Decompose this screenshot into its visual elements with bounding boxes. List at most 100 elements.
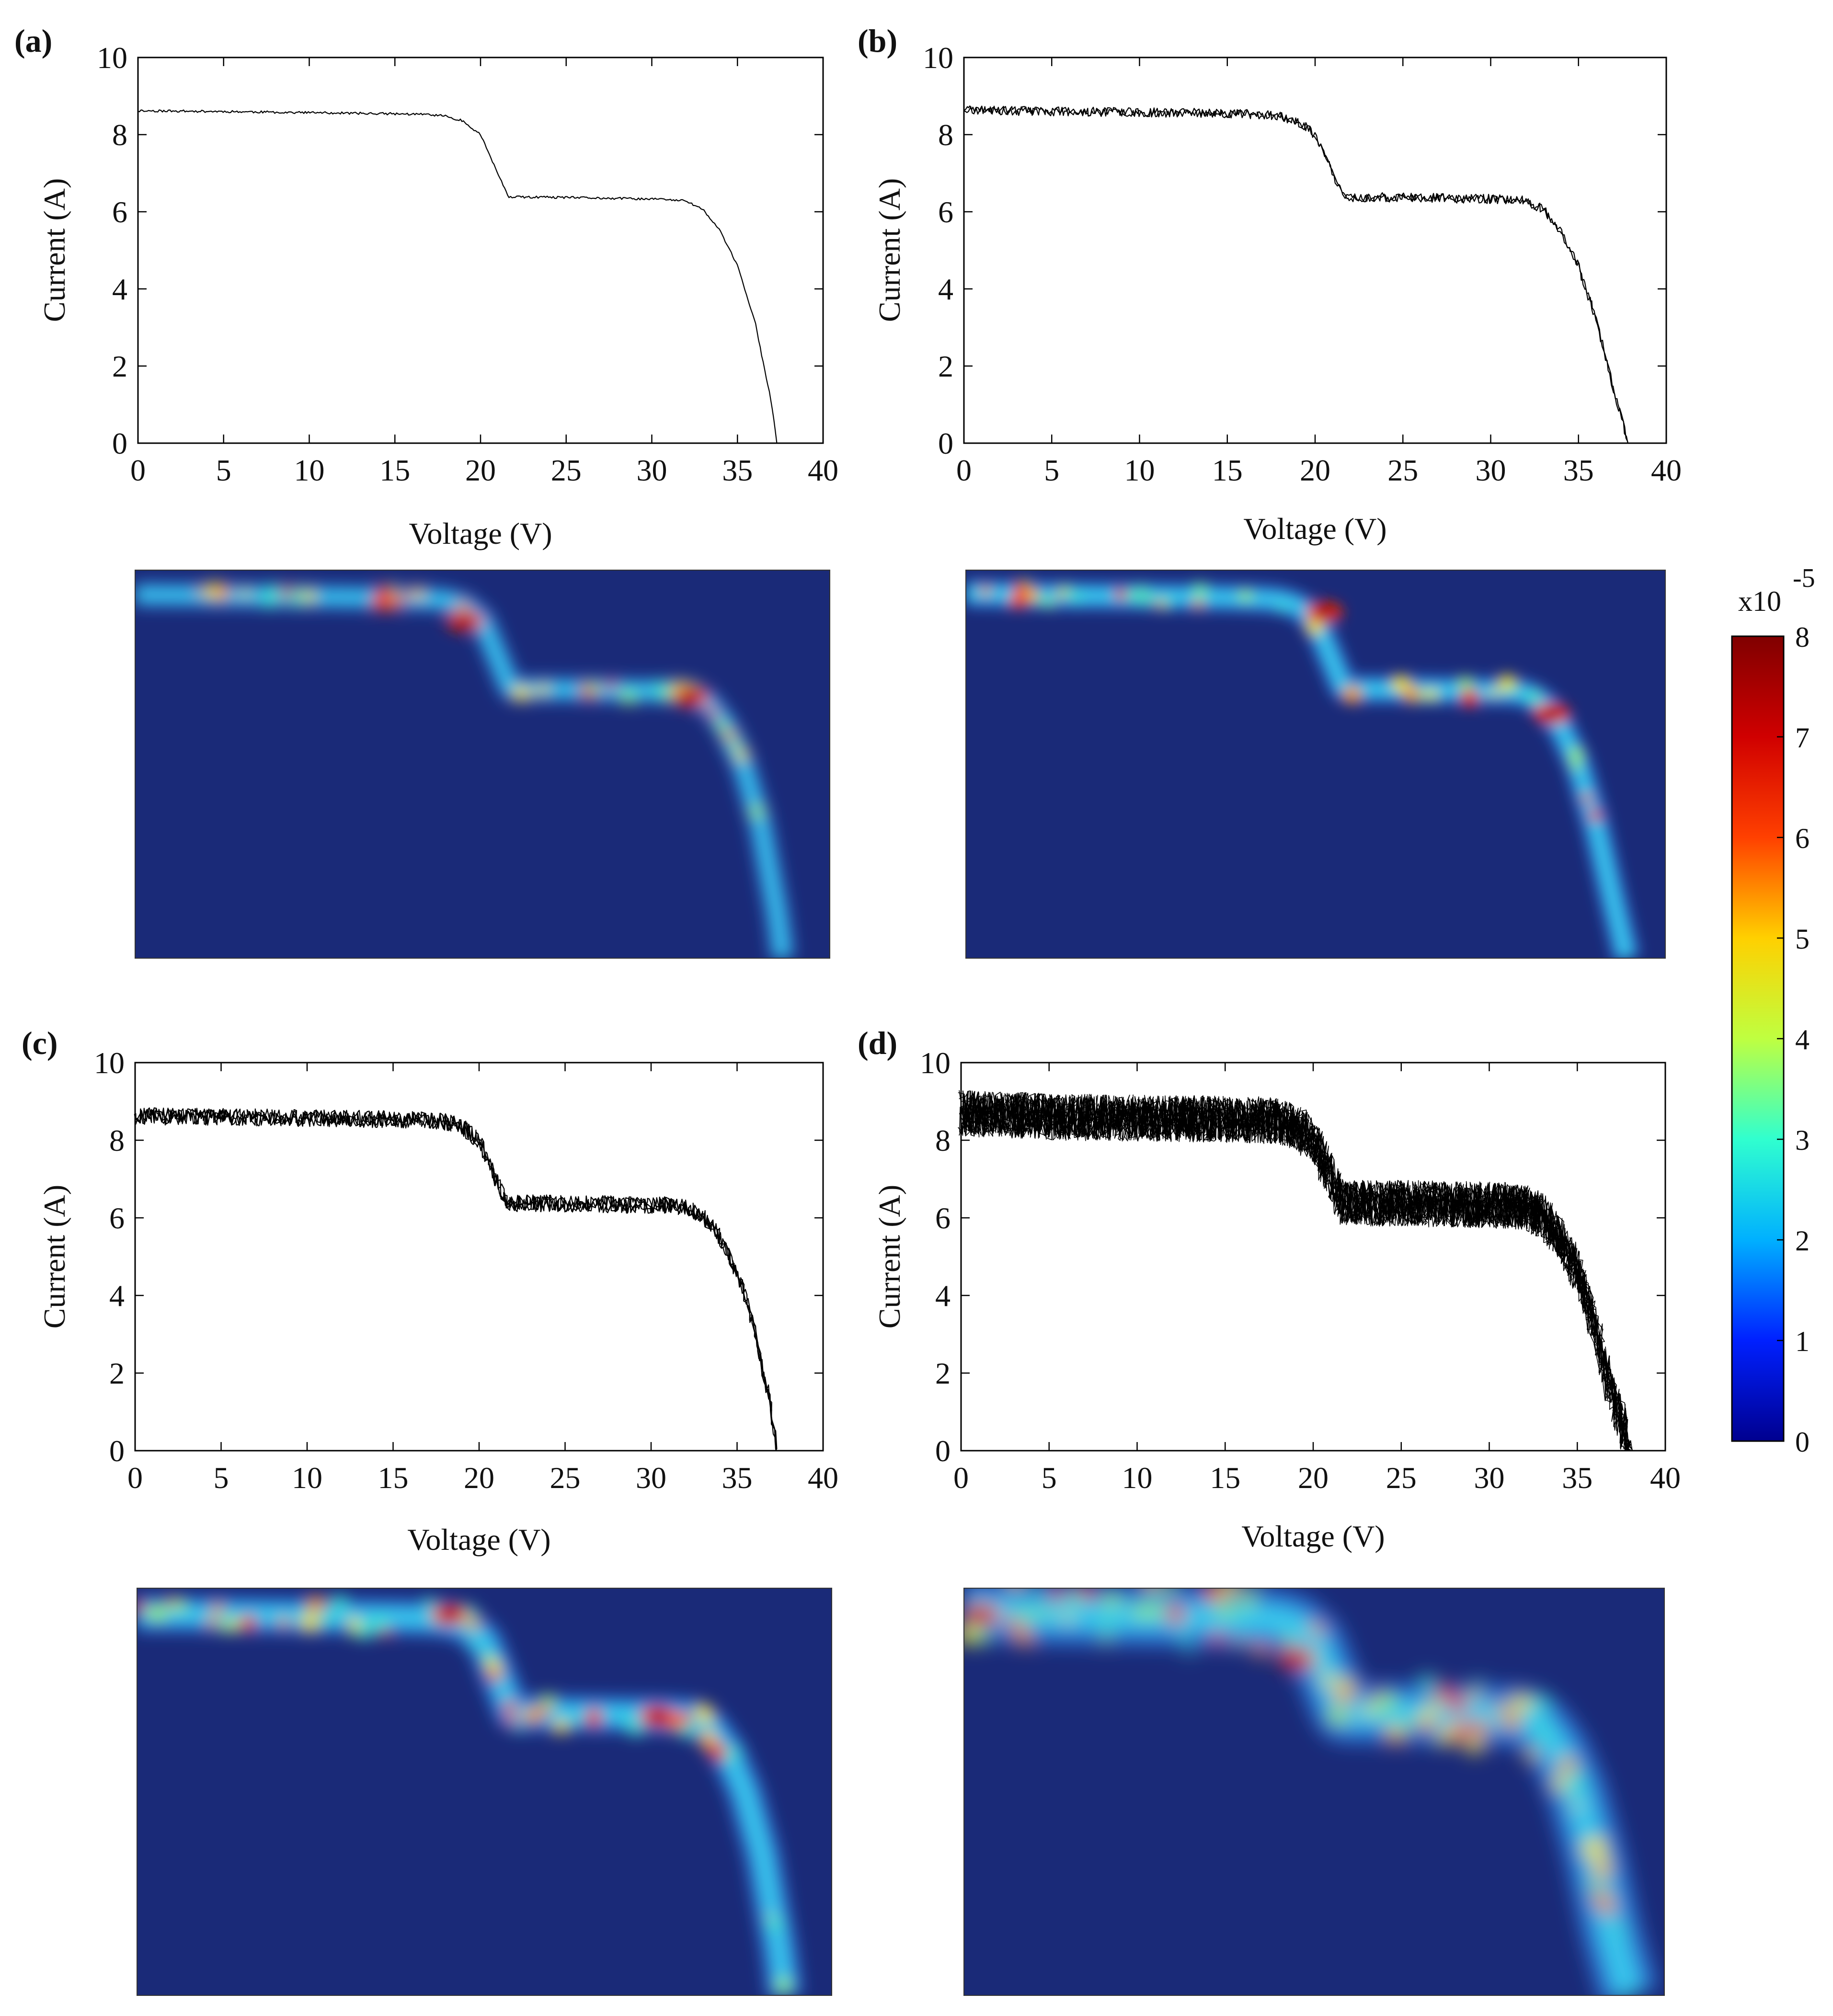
x-tick-label: 35 (722, 1461, 753, 1495)
heatmap-spot (1041, 1606, 1051, 1616)
heatmap-spot (553, 1719, 569, 1735)
y-tick-label: 0 (109, 1434, 125, 1468)
heatmap-spot (300, 1613, 320, 1633)
y-tick-label: 4 (935, 1279, 951, 1313)
heatmap-spot (1211, 1631, 1225, 1645)
panel-b-plot: (b) 0 5 10 15 20 25 30 35 40 0 2 4 6 8 10 Voltage (V)… (858, 23, 1682, 546)
heatmap-spot (1283, 1635, 1295, 1647)
panel-d-ticks (960, 1062, 1666, 1452)
heatmap-spot (1342, 685, 1362, 705)
x-tick-label: 0 (130, 453, 146, 487)
panel-a-ylabel: Current (A) (37, 178, 71, 322)
heatmap-spot (1277, 603, 1287, 612)
heatmap-spot (1615, 1925, 1627, 1936)
x-tick-label: 5 (1042, 1461, 1057, 1495)
y-tick-label: 2 (109, 1356, 125, 1390)
heatmap-spot (286, 588, 305, 607)
y-tick-label: 6 (938, 195, 953, 229)
panel-d-label: (d) (858, 1025, 897, 1061)
x-tick-label: 25 (551, 453, 582, 487)
panel-a-xticklabels: 0 5 10 15 20 25 30 35 40 (130, 453, 838, 487)
heatmap-spot (215, 585, 229, 600)
y-tick-label: 0 (112, 426, 127, 460)
heatmap-spot (709, 1743, 727, 1762)
colorbar-tick-label: 2 (1795, 1225, 1810, 1257)
heatmap-spot (1310, 1622, 1324, 1636)
heatmap-spot (1166, 1605, 1185, 1624)
heatmap-spot (1493, 1701, 1502, 1710)
heatmap-spot (320, 1613, 334, 1627)
heatmap-spot (1100, 1616, 1117, 1633)
heatmap-spot (1123, 587, 1140, 604)
heatmap-d-density (964, 1579, 1659, 1995)
x-tick-label: 10 (294, 453, 325, 487)
heatmap-c-frame (137, 1588, 832, 1996)
heatmap-spot (1045, 599, 1054, 608)
heatmap-spot (1185, 1648, 1193, 1656)
x-tick-label: 0 (127, 1461, 143, 1495)
heatmap-spot (590, 1707, 600, 1718)
x-tick-label: 20 (464, 1461, 494, 1495)
x-tick-label: 30 (1476, 453, 1506, 487)
heatmap-spot (1321, 1673, 1335, 1688)
x-tick-label: 10 (1124, 453, 1155, 487)
heatmap-a (135, 570, 830, 959)
heatmap-spot (1013, 1605, 1028, 1621)
heatmap-peak-core (972, 1609, 991, 1621)
heatmap-spot (1076, 589, 1084, 598)
colorbar-exponent: -5 (1793, 563, 1815, 593)
heatmap-spot (1251, 1579, 1260, 1588)
heatmap-spot (1403, 686, 1421, 704)
y-tick-label: 6 (112, 195, 127, 229)
colorbar-tick-label: 3 (1795, 1124, 1810, 1156)
panel-d-xlabel: Voltage (V) (1241, 1519, 1385, 1553)
colorbar-tick-label: 1 (1795, 1326, 1810, 1357)
heatmap-spot (1450, 1719, 1459, 1728)
heatmap-spot (1507, 682, 1516, 691)
heatmap-spot (1254, 1643, 1269, 1658)
heatmap-a-frame (135, 570, 830, 959)
heatmap-spot (1236, 1638, 1245, 1647)
heatmap-spot (1439, 1729, 1456, 1746)
iv-series-line (959, 1092, 1629, 1451)
heatmap-spot (776, 1977, 791, 1993)
heatmap-spot (1458, 676, 1473, 691)
heatmap-spot (1239, 589, 1252, 602)
panel-b-xticklabels: 0 5 10 15 20 25 30 35 40 (956, 453, 1682, 487)
panel-a-plot: (a) 0 5 10 15 20 25 30 35 40 0 2 4 6 8 10 Voltage (V)… (14, 23, 838, 550)
heatmap-spot (515, 1725, 523, 1733)
heatmap-spot (1472, 1719, 1489, 1736)
colorbar-tick-label: 7 (1795, 722, 1810, 754)
x-tick-label: 25 (1387, 453, 1418, 487)
y-tick-label: 6 (109, 1201, 125, 1235)
heatmap-spot (1536, 1725, 1551, 1740)
panel-a-yticklabels: 0 2 4 6 8 10 (97, 41, 127, 460)
heatmap-spot (1438, 1684, 1455, 1700)
heatmap-spot (1178, 1631, 1190, 1643)
x-tick-label: 10 (1122, 1461, 1153, 1495)
heatmap-spot (1551, 1776, 1567, 1792)
x-tick-label: 40 (1651, 453, 1682, 487)
heatmap-spot (226, 1616, 237, 1627)
heatmap-spot (1013, 1588, 1019, 1589)
heatmap-spot (1425, 688, 1438, 701)
heatmap-spot (1395, 1722, 1407, 1735)
x-tick-label: 40 (808, 1461, 838, 1495)
heatmap-spot (137, 1601, 145, 1614)
heatmap-spot (1011, 1623, 1026, 1638)
heatmap-spot (1135, 587, 1154, 606)
panel-a-series (137, 109, 778, 443)
panel-c-xlabel: Voltage (V) (407, 1523, 550, 1557)
heatmap-spot (1147, 1605, 1161, 1618)
heatmap-spot (524, 1706, 542, 1725)
heatmap-spot (519, 688, 529, 698)
y-tick-label: 2 (112, 349, 127, 383)
panel-b-series (963, 105, 1628, 444)
heatmap-spot (1240, 1592, 1256, 1608)
heatmap-spot (1060, 585, 1071, 596)
iv-series-line (137, 109, 778, 443)
heatmap-spot (980, 585, 991, 596)
heatmap-spot (348, 1617, 361, 1630)
y-tick-label: 8 (938, 118, 953, 152)
